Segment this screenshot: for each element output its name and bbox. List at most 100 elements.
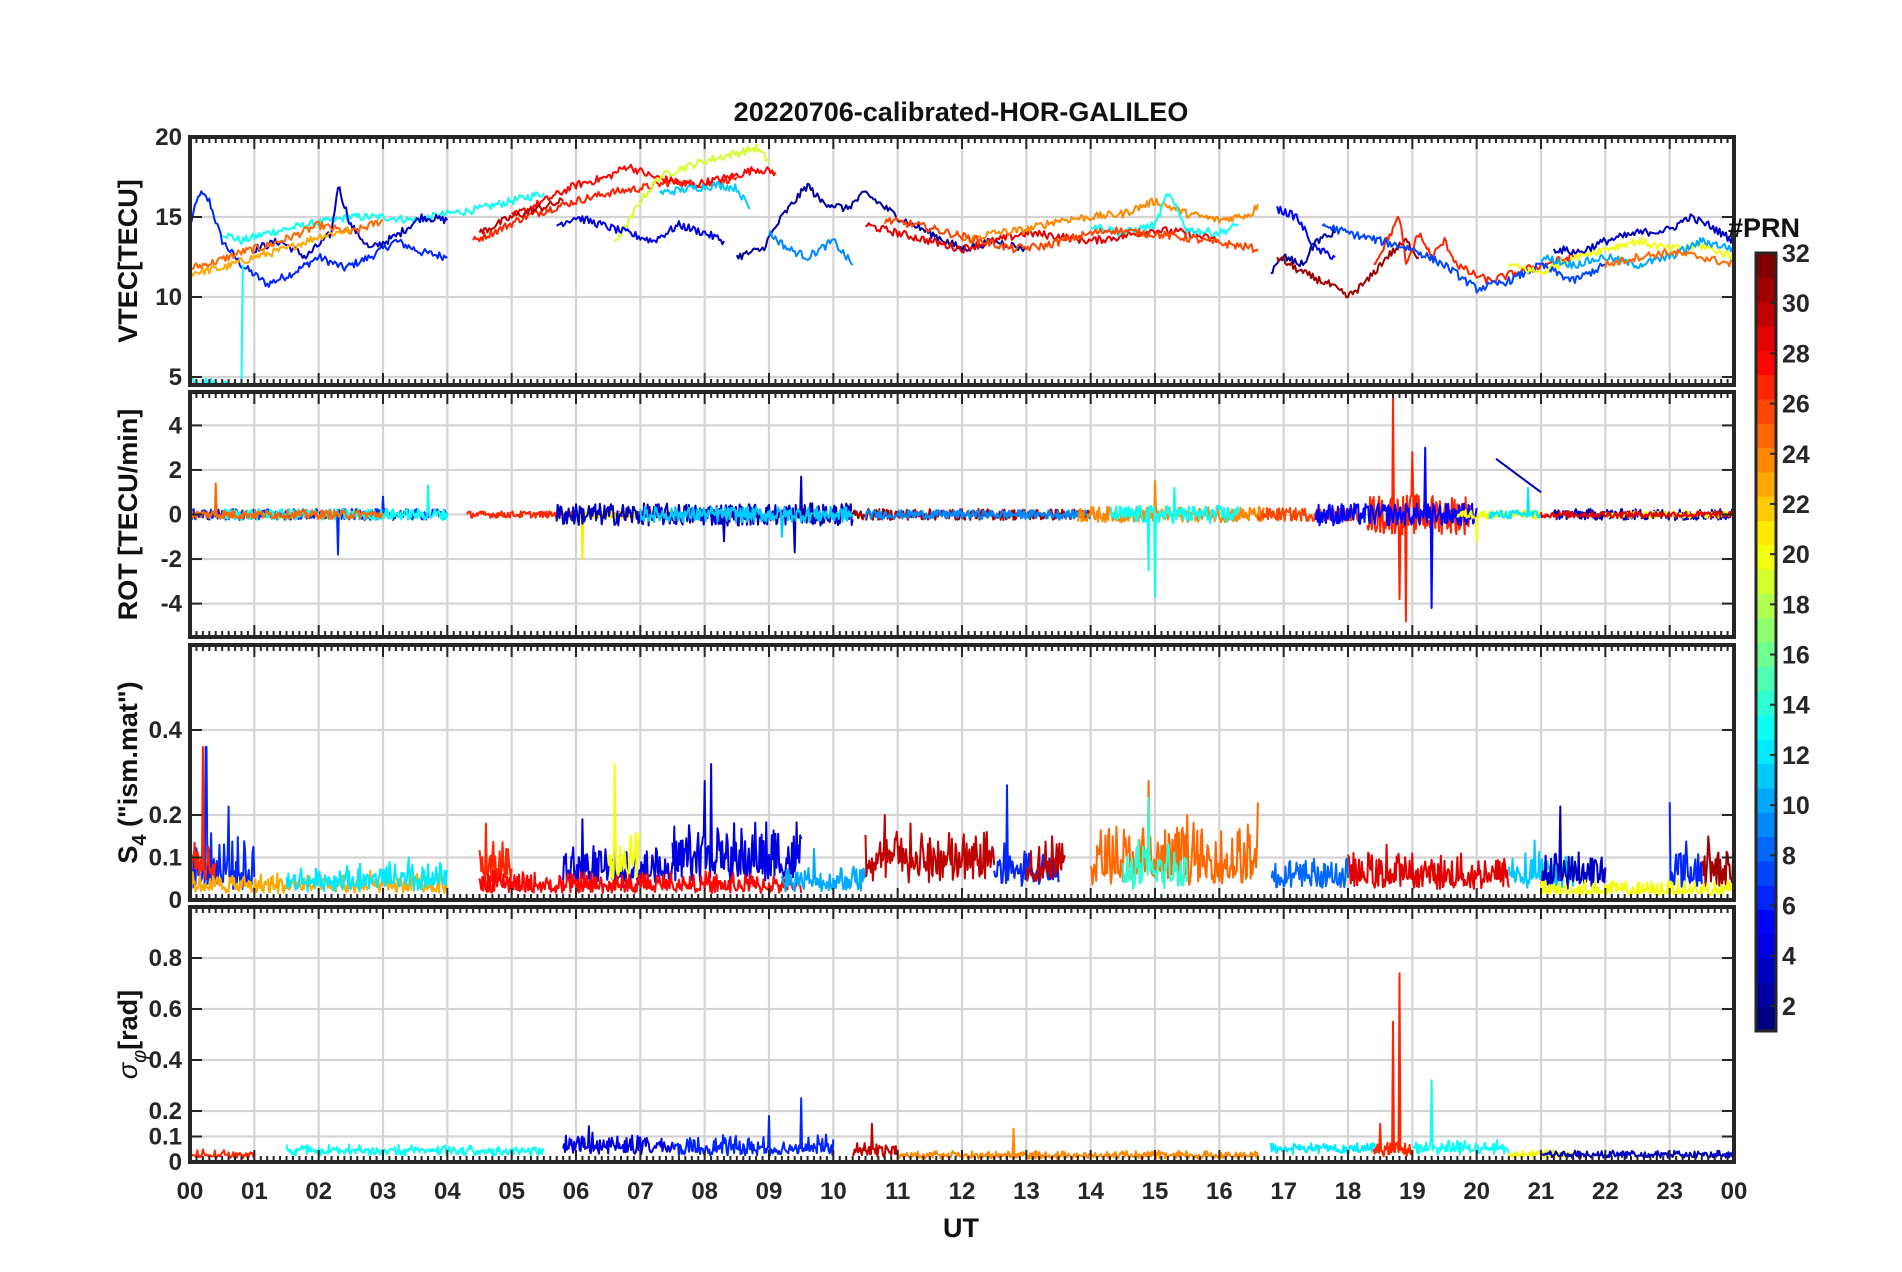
colorbar-block — [1756, 787, 1776, 813]
colorbar-block — [1756, 253, 1776, 278]
y-tick-label: 0.6 — [149, 996, 182, 1023]
vtec-series-prn-19 — [613, 143, 770, 243]
y-tick-label: 0.4 — [149, 1047, 183, 1074]
y-axis-label: S4 ("ism.mat") — [113, 681, 151, 863]
colorbar-block — [1756, 423, 1776, 449]
colorbar-tick-label: 14 — [1782, 692, 1810, 720]
vtec-series-prn-30 — [478, 197, 564, 235]
vtec-series-prn-3 — [254, 186, 449, 260]
rot-series-prn-5 — [1314, 446, 1478, 609]
colorbar-block — [1756, 471, 1776, 497]
colorbar-block — [1756, 860, 1776, 886]
colorbar-block — [1756, 642, 1776, 667]
x-tick-label: 01 — [241, 1178, 268, 1205]
vtec-series-prn-13 — [221, 191, 545, 246]
x-tick-label: 21 — [1528, 1178, 1555, 1205]
rot-series-prn-9 — [864, 509, 1092, 520]
x-tick-label: 07 — [627, 1178, 654, 1205]
sigma_phi-series-prn-4 — [562, 1125, 674, 1155]
colorbar-block — [1756, 301, 1776, 327]
y-tick-label: 0.2 — [149, 1098, 182, 1125]
x-tick-label: 20 — [1463, 1178, 1490, 1205]
vtec-series-prn-23 — [190, 226, 352, 277]
y-tick-label: -2 — [161, 546, 182, 573]
y-tick-label: 0.1 — [149, 1124, 182, 1151]
s4-series-prn-30 — [864, 814, 996, 884]
y-tick-label: 5 — [169, 364, 182, 391]
colorbar-block — [1756, 885, 1776, 911]
x-tick-label: 12 — [949, 1178, 976, 1205]
y-tick-label: 0 — [169, 1149, 182, 1176]
colorbar-tick-label: 20 — [1782, 541, 1810, 569]
s4-series-prn-29 — [1347, 843, 1510, 890]
tick-marks — [189, 907, 1735, 1163]
x-tick-label: 10 — [820, 1178, 847, 1205]
y-tick-label: 0.4 — [149, 717, 183, 744]
vtec-series-prn-20 — [1507, 237, 1734, 275]
x-tick-label: 15 — [1142, 1178, 1169, 1205]
vtec-series-prn-2 — [735, 182, 1028, 261]
vtec-series-prn-28 — [511, 163, 777, 215]
s4-series-prn-6 — [993, 784, 1060, 887]
y-axis-label: ROT [TECU/min] — [113, 409, 143, 620]
panel-s4: 0 0.1 0.2 0.4S4 ("ism.mat") — [113, 643, 1736, 914]
colorbar-block — [1756, 398, 1776, 424]
series-group — [190, 143, 1734, 385]
x-tick-label: 08 — [691, 1178, 718, 1205]
colorbar-block — [1756, 374, 1776, 400]
x-tick-label: 18 — [1335, 1178, 1362, 1205]
colorbar-block — [1756, 714, 1776, 740]
colorbar-block — [1756, 350, 1776, 376]
vtec-series-prn-13 — [190, 264, 244, 385]
colorbar-tick-label: 2 — [1782, 993, 1796, 1021]
vtec-series-prn-25 — [1604, 248, 1734, 269]
y-tick-label: 0.1 — [149, 845, 182, 872]
s4-series-prn-8 — [1270, 857, 1349, 889]
rot-series-prn-25 — [190, 482, 384, 520]
colorbar-block — [1756, 447, 1776, 473]
y-tick-label: 0 — [169, 887, 182, 914]
rot-series-prn-13 — [1109, 486, 1240, 598]
colorbar-tick-label: 32 — [1782, 240, 1810, 268]
rot-series-prn-12 — [1488, 486, 1542, 520]
s4-series-prn-11 — [1507, 839, 1575, 890]
y-tick-label: 15 — [155, 204, 182, 231]
x-tick-label: 04 — [434, 1178, 461, 1205]
sigma_phi-series-prn-27 — [190, 1148, 256, 1159]
vtec-series-prn-27 — [1373, 215, 1575, 285]
chart-title: 20220706-calibrated-HOR-GALILEO — [734, 97, 1189, 127]
y-tick-label: -4 — [161, 591, 183, 618]
vtec-series-prn-11 — [658, 180, 751, 210]
rot-segment-prn-3 — [1495, 457, 1542, 494]
sigma_phi-series-prn-27 — [1372, 972, 1414, 1158]
colorbar-block — [1756, 569, 1776, 594]
x-tick-label: 00 — [1721, 1178, 1748, 1205]
colorbar-tick-label: 22 — [1782, 491, 1810, 519]
s4-series-prn-20 — [1540, 878, 1734, 897]
vtec-series-prn-26 — [883, 216, 1259, 254]
vtec-series-prn-3 — [1552, 213, 1734, 256]
vtec-series-prn-31 — [1276, 237, 1420, 299]
x-tick-label: 05 — [498, 1178, 525, 1205]
colorbar-block — [1756, 277, 1776, 303]
sigma_phi-series-prn-13 — [285, 1143, 545, 1157]
vtec-series-prn-7 — [1321, 223, 1606, 294]
s4-series-prn-10 — [780, 848, 867, 893]
colorbar-tick-label: 24 — [1782, 441, 1810, 469]
x-tick-label: 09 — [756, 1178, 783, 1205]
vtec-series-prn-5 — [1276, 205, 1336, 260]
s4-series-prn-27 — [190, 746, 217, 881]
vtec-series-prn-24 — [961, 197, 1259, 244]
colorbar-block — [1756, 617, 1776, 643]
vtec-series-prn-6 — [190, 190, 448, 288]
x-tick-label: 23 — [1656, 1178, 1683, 1205]
colorbar-block — [1756, 593, 1776, 619]
x-tick-label: 03 — [370, 1178, 397, 1205]
sigma_phi-series-prn-13 — [1411, 1079, 1510, 1156]
colorbar-block — [1756, 836, 1776, 862]
s4-series-prn-3 — [1540, 805, 1607, 890]
x-tick-label: 02 — [305, 1178, 332, 1205]
colorbar-block — [1756, 496, 1776, 522]
colorbar-label: #PRN — [1728, 213, 1800, 243]
